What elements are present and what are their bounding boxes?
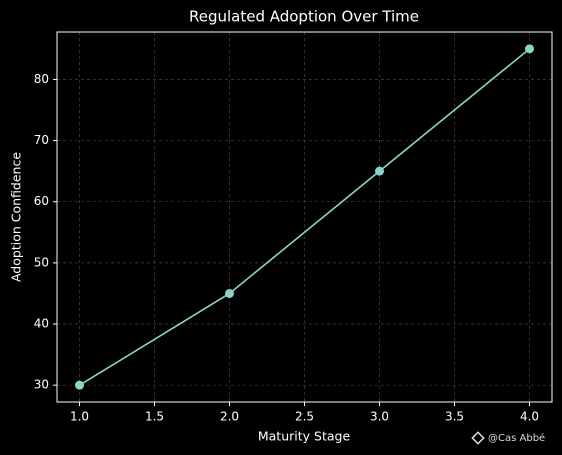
point bbox=[75, 380, 84, 390]
watermark-icon bbox=[471, 431, 485, 445]
y-tick-label: 60 bbox=[34, 194, 49, 208]
y-axis-label: Adoption Confidence bbox=[9, 152, 24, 282]
point bbox=[525, 44, 534, 54]
point bbox=[375, 166, 384, 176]
watermark: @Cas Abbé bbox=[488, 432, 545, 444]
x-tick-label: 2.5 bbox=[295, 410, 314, 424]
line bbox=[79, 48, 531, 386]
point bbox=[225, 288, 234, 298]
y-tick-label: 80 bbox=[34, 72, 49, 86]
y-tick-label: 70 bbox=[34, 133, 49, 147]
x-tick-label: 1.0 bbox=[70, 410, 89, 424]
x-tick-label: 3.5 bbox=[445, 410, 464, 424]
x-axis-label: Maturity Stage bbox=[258, 429, 351, 444]
y-tick-label: 30 bbox=[34, 378, 49, 392]
x-tick-label: 4.0 bbox=[520, 410, 539, 424]
x-tick-label: 1.5 bbox=[145, 410, 164, 424]
chart-title: Regulated Adoption Over Time bbox=[189, 8, 419, 26]
y-tick-label: 50 bbox=[34, 255, 49, 269]
x-tick-label: 2.0 bbox=[220, 410, 239, 424]
x-tick-label: 3.0 bbox=[370, 410, 389, 424]
plot-frame bbox=[56, 31, 553, 403]
y-tick-label: 40 bbox=[34, 317, 49, 331]
